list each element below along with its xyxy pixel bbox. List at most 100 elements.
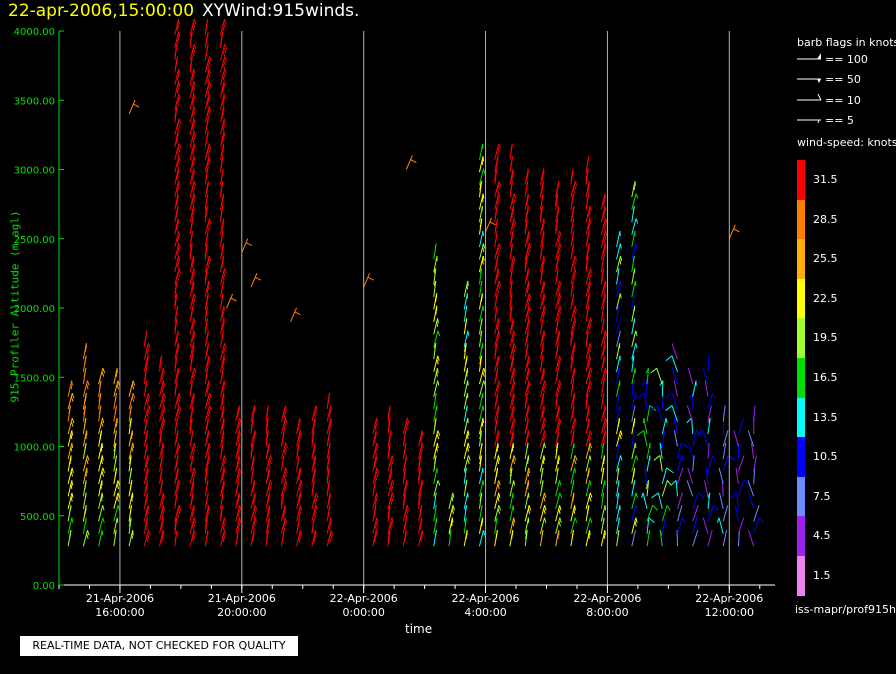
wind-barb bbox=[463, 355, 468, 372]
wind-barb bbox=[280, 467, 288, 485]
wind-barb bbox=[524, 368, 530, 385]
y-tick-label-4: 2000.00 bbox=[14, 304, 55, 315]
wind-barb bbox=[204, 56, 212, 73]
wind-barb bbox=[616, 380, 621, 397]
wind-barb bbox=[478, 492, 483, 509]
wind-barb bbox=[670, 479, 679, 497]
wind-barb bbox=[555, 318, 559, 335]
wind-barb bbox=[692, 517, 698, 534]
wind-barb bbox=[478, 355, 483, 372]
wind-barb bbox=[478, 505, 483, 522]
wind-barb bbox=[509, 193, 517, 210]
wind-barb bbox=[265, 480, 273, 497]
wind-barb bbox=[204, 505, 210, 522]
wind-barb bbox=[659, 530, 663, 547]
wind-barb bbox=[631, 517, 638, 534]
wind-barb bbox=[128, 505, 133, 522]
wind-barb bbox=[405, 155, 417, 170]
wind-barb bbox=[174, 417, 178, 435]
wind-barb bbox=[128, 467, 133, 484]
wind-barb bbox=[585, 218, 592, 235]
wind-barb bbox=[478, 517, 484, 534]
wind-barb bbox=[311, 505, 318, 522]
wind-barb bbox=[189, 355, 193, 372]
wind-barb bbox=[585, 417, 590, 435]
wind-barb bbox=[173, 293, 178, 310]
wind-barb bbox=[631, 330, 638, 347]
wind-barb bbox=[616, 517, 620, 534]
y-tick-label-1: 500.00 bbox=[20, 512, 55, 523]
wind-barb bbox=[524, 280, 530, 298]
wind-barb bbox=[174, 168, 180, 185]
wind-barb bbox=[174, 392, 182, 410]
wind-barb bbox=[159, 417, 166, 435]
wind-barb bbox=[665, 405, 678, 422]
wind-barb bbox=[189, 218, 194, 235]
y-tick-label-8: 4000.00 bbox=[14, 27, 55, 38]
wind-barb bbox=[463, 405, 468, 422]
wind-barb bbox=[174, 255, 181, 273]
wind-barb bbox=[280, 442, 288, 460]
wind-barb bbox=[204, 81, 212, 98]
wind-barb bbox=[326, 442, 331, 460]
wind-barb bbox=[433, 343, 437, 360]
title-date: 22-apr-2006,15:00:00 bbox=[8, 1, 195, 21]
wind-barb bbox=[174, 455, 179, 472]
wind-barb bbox=[686, 405, 694, 422]
wind-barb bbox=[219, 343, 227, 360]
wind-barb bbox=[311, 442, 316, 460]
wind-barb bbox=[204, 280, 210, 298]
wind-barb bbox=[509, 343, 517, 360]
wind-barb bbox=[539, 205, 543, 223]
wind-barb bbox=[174, 68, 181, 86]
wind-barb bbox=[585, 392, 589, 410]
wind-barb bbox=[265, 517, 270, 534]
wind-barb bbox=[189, 318, 196, 335]
wind-barb bbox=[387, 405, 391, 422]
wind-barb bbox=[280, 517, 287, 534]
wind-barb bbox=[113, 455, 117, 472]
wind-barb bbox=[555, 243, 562, 260]
wind-barb bbox=[174, 43, 178, 61]
wind-barb bbox=[204, 330, 209, 347]
wind-barb bbox=[585, 368, 593, 385]
wind-barb bbox=[600, 206, 607, 223]
wind-barb bbox=[616, 355, 621, 372]
wind-barb bbox=[730, 492, 739, 509]
wind-barb bbox=[463, 467, 467, 484]
wind-barb bbox=[159, 380, 165, 397]
wind-barb bbox=[659, 442, 663, 460]
wind-barb bbox=[478, 193, 485, 210]
wind-barb bbox=[555, 330, 561, 347]
wind-barb bbox=[631, 380, 635, 397]
wind-barb bbox=[159, 455, 163, 472]
wind-barb bbox=[570, 505, 576, 522]
wind-barb bbox=[219, 118, 226, 135]
wind-barb bbox=[524, 343, 529, 360]
wind-barb bbox=[98, 455, 104, 472]
wind-barb bbox=[296, 455, 300, 472]
wind-barb bbox=[159, 505, 165, 522]
wind-barb bbox=[478, 268, 483, 285]
wind-barb bbox=[98, 430, 102, 447]
wind-barb bbox=[98, 530, 104, 547]
wind-barb bbox=[189, 143, 196, 160]
wind-barb bbox=[189, 467, 197, 485]
wind-barb bbox=[433, 442, 439, 460]
wind-barb bbox=[600, 505, 607, 522]
wind-barb bbox=[631, 293, 635, 310]
wind-barb bbox=[687, 368, 694, 385]
colorbar-label-0: 31.5 bbox=[813, 173, 838, 186]
wind-barb bbox=[204, 417, 209, 435]
wind-barb bbox=[737, 455, 745, 472]
wind-barb bbox=[570, 280, 574, 297]
wind-barb bbox=[159, 405, 166, 422]
wind-barb bbox=[570, 230, 575, 248]
wind-barb bbox=[688, 392, 694, 410]
wind-barb bbox=[555, 442, 559, 460]
wind-barb bbox=[524, 230, 531, 248]
wind-barb bbox=[82, 355, 87, 372]
wind-barb bbox=[555, 467, 559, 484]
wind-barb bbox=[311, 455, 317, 472]
wind-barb bbox=[509, 293, 513, 310]
